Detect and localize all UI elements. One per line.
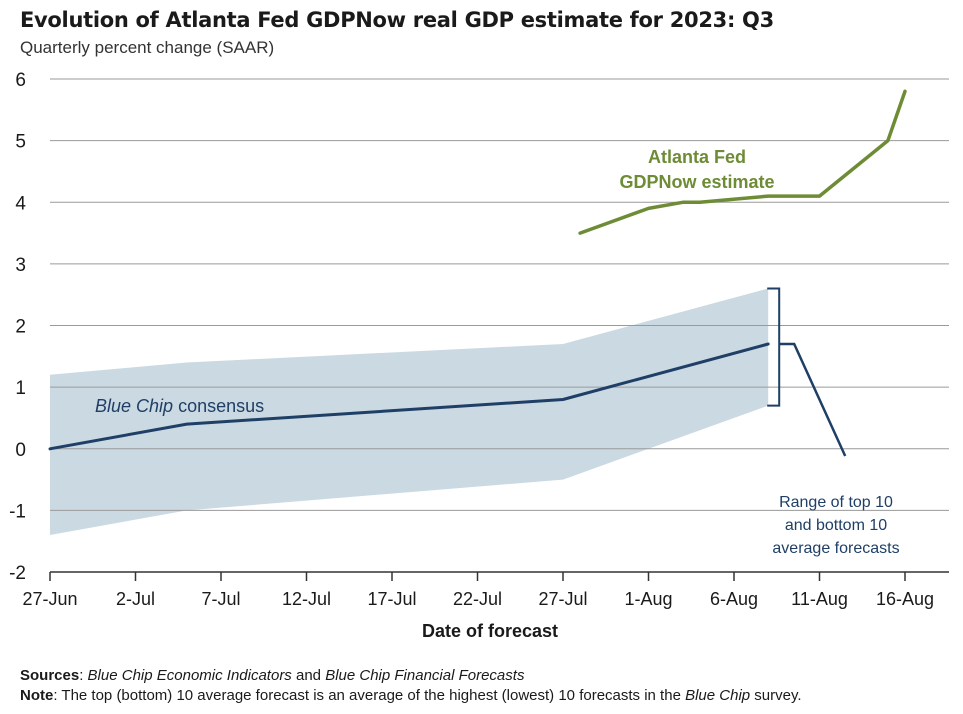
x-tick-label: 2-Jul <box>116 589 155 609</box>
note-italic: Blue Chip <box>685 687 751 704</box>
range-annotation-label: Range of top 10 <box>779 494 893 511</box>
x-tick-label: 17-Jul <box>367 589 416 609</box>
y-tick-label: 5 <box>15 132 26 153</box>
x-tick-label: 7-Jul <box>201 589 240 609</box>
blue-chip-series-label: Blue Chip consensus <box>95 396 264 416</box>
sources-label: Sources <box>20 667 80 684</box>
forecast-range-band <box>50 288 769 535</box>
blue-chip-series-line <box>48 342 770 451</box>
y-tick-label: 4 <box>15 193 26 214</box>
note-text-1: : The top (bottom) 10 average forecast i… <box>53 687 686 704</box>
gdpnow-series-label: Atlanta Fed <box>648 147 746 167</box>
sources-part1: Blue Chip Economic Indicators <box>87 667 292 684</box>
x-tick-label: 22-Jul <box>453 589 502 609</box>
x-axis-title: Date of forecast <box>422 621 558 641</box>
x-tick-label: 1-Aug <box>624 589 672 609</box>
y-tick-label: -1 <box>9 501 26 522</box>
note-line: Note: The top (bottom) 10 average foreca… <box>20 687 802 704</box>
x-tick-label: 27-Jul <box>538 589 587 609</box>
gdpnow-line-chart: -2 -1 0 1 2 3 4 5 6 27-Jun 2-Jul 7-Jul 12-Jul 17-Jul 2… <box>9 70 949 641</box>
range-bracket <box>767 287 781 407</box>
chart-title: Evolution of Atlanta Fed GDPNow real GDP… <box>20 8 774 32</box>
y-tick-label: 1 <box>15 378 26 399</box>
sources-and: and <box>291 667 326 684</box>
x-tick-label: 6-Aug <box>710 589 758 609</box>
gdpnow-series-line <box>578 89 907 235</box>
y-tick-label: 3 <box>15 255 26 276</box>
chart-subtitle: Quarterly percent change (SAAR) <box>20 38 275 57</box>
y-tick-label: 2 <box>15 317 26 338</box>
range-annotation-label: and bottom 10 <box>785 517 887 534</box>
x-tick-label: 11-Aug <box>791 589 848 609</box>
note-text-2: survey. <box>750 687 802 704</box>
sources-colon: : <box>79 667 88 684</box>
gdpnow-series-label: GDPNow estimate <box>619 172 774 192</box>
range-annotation-label: average forecasts <box>772 540 899 557</box>
y-tick-label: 0 <box>15 440 26 461</box>
x-tick-label: 27-Jun <box>22 589 77 609</box>
y-tick-label: -2 <box>9 563 26 584</box>
range-leader-line <box>779 342 847 457</box>
sources-part2: Blue Chip Financial Forecasts <box>325 667 525 684</box>
x-tick-label: 12-Jul <box>282 589 331 609</box>
note-label: Note <box>20 687 54 704</box>
x-tick-label: 16-Aug <box>876 589 934 609</box>
y-tick-label: 6 <box>15 70 26 91</box>
sources-line: Sources: Blue Chip Economic Indicators a… <box>20 667 524 684</box>
